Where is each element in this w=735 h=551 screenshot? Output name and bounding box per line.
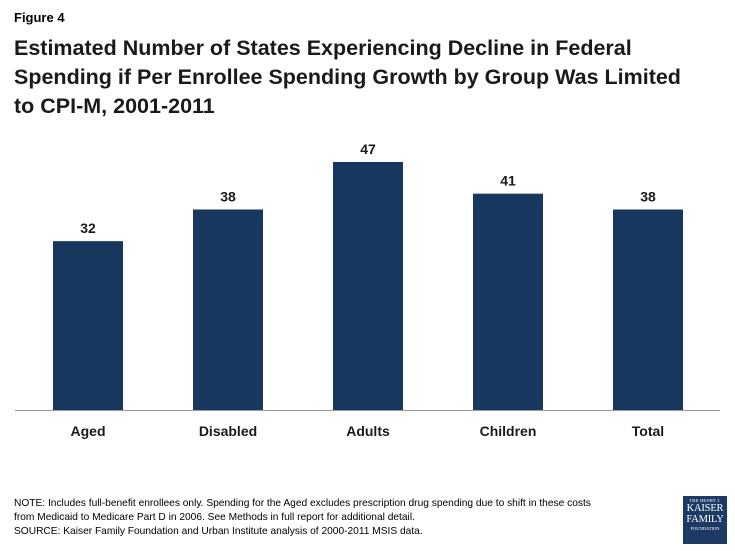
logo-line-4: FOUNDATION bbox=[690, 526, 720, 531]
chart-title: Estimated Number of States Experiencing … bbox=[14, 36, 681, 118]
value-label-children: 41 bbox=[500, 173, 516, 189]
value-labels-group: 32 38 47 41 38 bbox=[80, 141, 656, 236]
footnotes: NOTE: Includes full-benefit enrollees on… bbox=[14, 497, 664, 539]
value-label-aged: 32 bbox=[80, 220, 96, 236]
value-label-total: 38 bbox=[640, 188, 656, 204]
bar-adults bbox=[333, 162, 403, 410]
category-label-disabled: Disabled bbox=[199, 423, 257, 439]
note-line-2: from Medicaid to Medicare Part D in 2006… bbox=[14, 512, 415, 523]
category-label-children: Children bbox=[480, 423, 537, 439]
category-label-adults: Adults bbox=[346, 423, 390, 439]
category-label-aged: Aged bbox=[71, 423, 106, 439]
category-labels-group: Aged Disabled Adults Children Total bbox=[71, 423, 665, 439]
bars-group bbox=[53, 162, 683, 410]
bar-aged bbox=[53, 241, 123, 410]
bar-disabled bbox=[193, 209, 263, 410]
logo-line-3: FAMILY bbox=[686, 513, 724, 525]
figure-label: Figure 4 bbox=[14, 10, 65, 25]
logo-line-1: THE HENRY J. bbox=[689, 498, 721, 503]
value-label-disabled: 38 bbox=[220, 188, 236, 204]
value-label-adults: 47 bbox=[360, 141, 376, 157]
bar-chart: 32 38 47 41 38 Aged Disabled Adults Children Tot… bbox=[15, 141, 720, 439]
category-label-total: Total bbox=[632, 423, 664, 439]
bar-children bbox=[473, 193, 543, 410]
source-line: SOURCE: Kaiser Family Foundation and Urb… bbox=[14, 526, 423, 537]
kff-logo: THE HENRY J. KAISER FAMILY FOUNDATION bbox=[683, 496, 727, 544]
bar-total bbox=[613, 209, 683, 410]
logo-line-2: KAISER bbox=[686, 503, 724, 514]
note-line-1: NOTE: Includes full-benefit enrollees on… bbox=[14, 498, 591, 509]
